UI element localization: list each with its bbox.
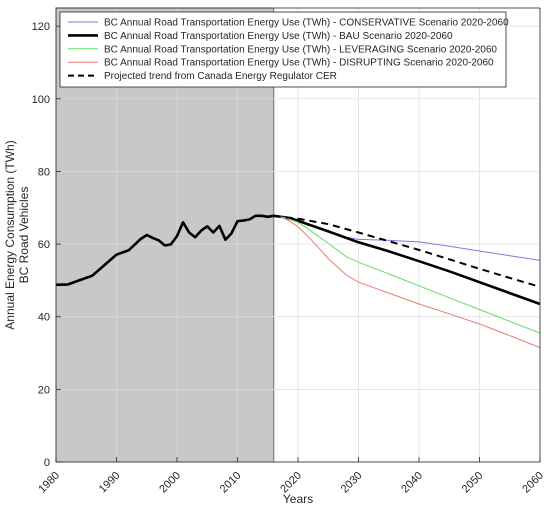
legend: BC Annual Road Transportation Energy Use… (59, 11, 509, 88)
y-tick-label: 60 (38, 239, 50, 251)
legend-box (59, 11, 507, 88)
x-tick-label: 2040 (399, 470, 425, 496)
y-tick-label: 100 (32, 94, 50, 106)
legend-label-3: BC Annual Road Transportation Energy Use… (104, 58, 494, 69)
y-axis-label-line-2: BC Road Vehicles (17, 187, 31, 284)
series-line-2 (273, 215, 541, 334)
series-line-4 (273, 214, 541, 288)
x-tick-label: 2060 (520, 470, 546, 496)
x-axis-label: Years (283, 492, 313, 506)
y-tick-label: 40 (38, 312, 50, 324)
legend-label-4: Projected trend from Canada Energy Regul… (104, 71, 337, 82)
x-tick-label: 2010 (218, 470, 244, 496)
series-line-3 (273, 215, 541, 349)
x-tick-label: 2030 (339, 470, 365, 496)
y-axis-label-line-1: Annual Energy Consumption (TWh) (3, 140, 17, 329)
series-line-1 (55, 214, 541, 306)
y-tick-label: 80 (38, 166, 50, 178)
x-tick-label: 2000 (157, 470, 183, 496)
legend-label-0: BC Annual Road Transportation Energy Use… (104, 18, 509, 29)
x-tick-label: 1990 (97, 470, 123, 496)
legend-label-2: BC Annual Road Transportation Energy Use… (104, 44, 497, 55)
x-tick-label: 1980 (36, 470, 62, 496)
legend-label-1: BC Annual Road Transportation Energy Use… (104, 31, 453, 42)
x-tick-label: 2050 (460, 470, 486, 496)
y-tick-label: 120 (32, 21, 50, 33)
y-tick-label: 20 (38, 384, 50, 396)
y-tick-label: 0 (44, 457, 50, 469)
